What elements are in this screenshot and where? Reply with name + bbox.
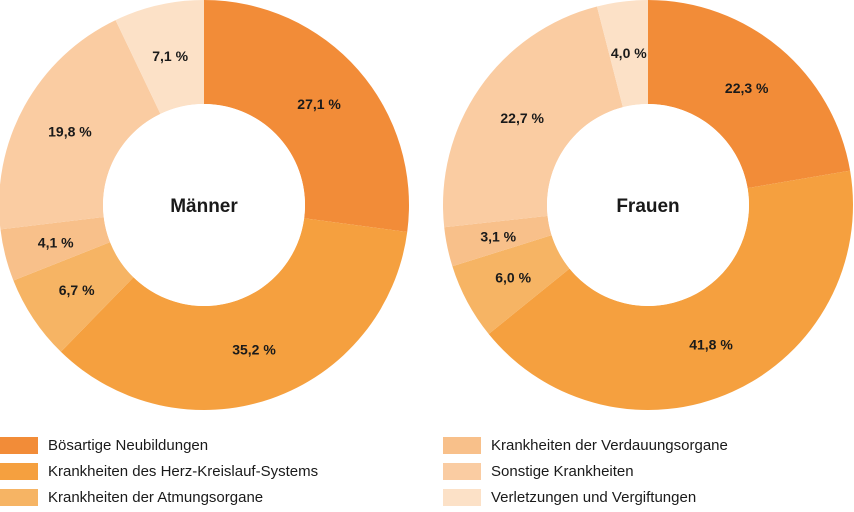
legend-swatch [0, 462, 38, 480]
slice-value-label: 6,0 % [495, 269, 531, 285]
slice-krankheiten-des-herz-kreislauf-systems [60, 218, 408, 410]
slice-krankheiten-der-atmungsorgane [13, 242, 134, 352]
slice-value-label: 22,7 % [500, 110, 544, 126]
slice-verletzungen-und-vergiftungen [115, 0, 204, 114]
slice-value-label: 22,3 % [725, 80, 769, 96]
legend-label: Bösartige Neubildungen [48, 436, 209, 454]
slice-value-label: 6,7 % [59, 282, 95, 298]
legend-swatch [0, 436, 38, 454]
legend-item-verdauungsorgane: Krankheiten der Verdauungsorgane [443, 432, 728, 458]
legend-column-left: Bösartige Neubildungen Krankheiten des H… [0, 432, 318, 510]
donut-title: Frauen [616, 196, 679, 217]
donut-hole [547, 104, 749, 306]
donut-charts: 27,1 %35,2 %6,7 %4,1 %19,8 %7,1 %Männer2… [0, 0, 853, 410]
donut-hole [103, 104, 305, 306]
donut-title: Männer [170, 196, 238, 217]
legend-swatch [443, 488, 481, 506]
slice-sonstige-krankheiten [443, 6, 623, 228]
legend-label: Sonstige Krankheiten [491, 462, 634, 480]
slice-krankheiten-der-verdauungsorgane [0, 217, 111, 281]
slice-sonstige-krankheiten [0, 20, 161, 230]
legend-item-boesartige-neubildungen: Bösartige Neubildungen [0, 432, 318, 458]
slice-value-label: 4,1 % [38, 235, 74, 251]
legend-item-verletzungen: Verletzungen und Vergiftungen [443, 484, 728, 510]
legend: Bösartige Neubildungen Krankheiten des H… [0, 432, 854, 512]
slice-value-label: 35,2 % [232, 342, 276, 358]
legend-item-atmungsorgane: Krankheiten der Atmungsorgane [0, 484, 318, 510]
legend-label: Krankheiten des Herz-Kreislauf-Systems [48, 462, 319, 480]
slice-value-label: 4,0 % [611, 45, 647, 61]
slice-value-label: 41,8 % [689, 336, 733, 352]
slice-value-label: 19,8 % [48, 123, 92, 139]
slice-krankheiten-des-herz-kreislauf-systems [488, 170, 853, 410]
slice-value-label: 7,1 % [152, 48, 188, 64]
slice-krankheiten-der-verdauungsorgane [444, 215, 552, 267]
legend-column-right: Krankheiten der Verdauungsorgane Sonstig… [443, 432, 728, 510]
legend-label: Krankheiten der Verdauungsorgane [491, 436, 728, 454]
legend-label: Verletzungen und Vergiftungen [491, 488, 697, 506]
donut-maenner: 27,1 % 35,2 % 6,7 % 4,1 % 19,8 % 7,1 % Männer [0, 0, 409, 410]
legend-swatch [443, 462, 481, 480]
slice-boesartige-neubildungen [648, 0, 851, 189]
legend-swatch [0, 488, 38, 506]
slice-value-label: 27,1 % [297, 96, 341, 112]
legend-swatch [443, 436, 481, 454]
legend-item-sonstige: Sonstige Krankheiten [443, 458, 728, 484]
slice-boesartige-neubildungen [204, 0, 409, 232]
legend-item-herz-kreislauf: Krankheiten des Herz-Kreislauf-Systems [0, 458, 318, 484]
slice-verletzungen-und-vergiftungen [596, 0, 648, 108]
slice-value-label: 3,1 % [480, 228, 516, 244]
legend-label: Krankheiten der Atmungsorgane [48, 488, 264, 506]
slice-krankheiten-der-atmungsorgane [452, 235, 570, 335]
donut-frauen: 22,3 % 41,8 % 6,0 % 3,1 % 22,7 % 4,0 % Frauen [443, 0, 853, 410]
